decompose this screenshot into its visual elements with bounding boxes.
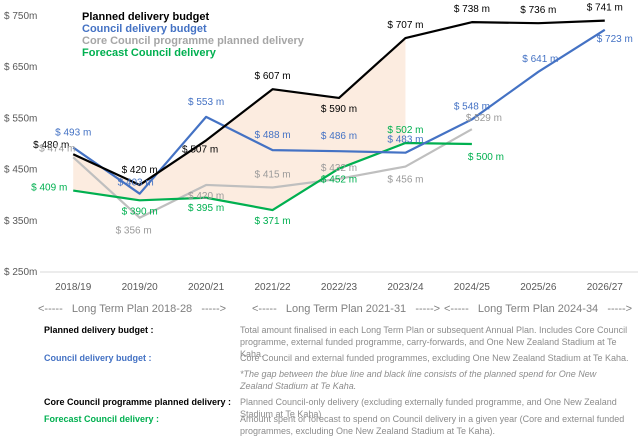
data-label-core-council-programme-planned-delivery: $ 420 m: [188, 191, 224, 202]
x-tick-label: 2025/26: [520, 282, 557, 293]
data-label-forecast-council-delivery: $ 409 m: [31, 183, 67, 194]
period-ltp-2021-31: <----- Long Term Plan 2021-31 ----->: [252, 303, 441, 315]
y-tick-label: $ 750m: [4, 11, 37, 22]
data-label-core-council-programme-planned-delivery: $ 432 m: [321, 163, 357, 174]
desc-key-planned: Planned delivery budget :: [44, 325, 154, 335]
desc-key-core: Core Council programme planned delivery …: [44, 397, 232, 407]
x-axis-ticks: 2018/19 2019/20 2020/21 2021/22 2022/23 2023/…: [55, 282, 623, 293]
data-label-council-delivery-budget: $ 641 m: [522, 54, 558, 65]
data-label-council-delivery-budget: $ 723 m: [597, 34, 633, 45]
data-label-core-council-programme-planned-delivery: $ 356 m: [116, 226, 152, 237]
x-tick-label: 2021/22: [254, 282, 291, 293]
data-label-planned-delivery-budget: $ 707 m: [387, 20, 423, 31]
series-line-core-council-programme-planned-delivery: [72, 128, 473, 219]
x-tick-label: 2020/21: [188, 282, 225, 293]
data-label-council-delivery-budget: $ 483 m: [387, 135, 423, 146]
x-tick-label: 2018/19: [55, 282, 92, 293]
data-label-core-council-programme-planned-delivery: $ 474 m: [39, 143, 75, 154]
data-label-forecast-council-delivery: $ 390 m: [122, 206, 158, 217]
y-axis-ticks: $ 250m $ 350m $ 450m $ 550m $ 650m $ 750m: [4, 11, 37, 278]
x-tick-label: 2024/25: [454, 282, 491, 293]
desc-text-council: Core Council and external funded program…: [240, 353, 629, 363]
data-label-council-delivery-budget: $ 493 m: [55, 128, 91, 139]
data-label-planned-delivery-budget: $ 738 m: [454, 4, 490, 15]
desc-text-planned: Total amount finalised in each Long Term…: [240, 325, 628, 359]
data-label-planned-delivery-budget: $ 607 m: [254, 71, 290, 82]
desc-key-forecast: Forecast Council delivery :: [44, 414, 160, 424]
data-label-council-delivery-budget: $ 488 m: [254, 130, 290, 141]
series-line-planned-delivery-budget: [72, 19, 605, 187]
y-tick-label: $ 350m: [4, 216, 37, 227]
legend-entry-council-delivery-budget: Council delivery budget: [82, 23, 207, 35]
series-line-forecast-council-delivery: [73, 141, 472, 212]
series-line-council-delivery-budget: [72, 28, 606, 195]
data-label-forecast-council-delivery: $ 371 m: [254, 216, 290, 227]
desc-note-council: *The gap between the blue line and black…: [240, 369, 597, 391]
period-ltp-2024-34: <----- Long Term Plan 2024-34 ----->: [444, 303, 633, 315]
data-label-council-delivery-budget: $ 553 m: [188, 97, 224, 108]
data-label-planned-delivery-budget: $ 507 m: [182, 144, 218, 155]
data-label-council-delivery-budget: $ 548 m: [454, 101, 490, 112]
data-label-planned-delivery-budget: $ 480 m: [33, 140, 69, 151]
data-label-council-delivery-budget: $ 403 m: [118, 178, 154, 189]
desc-key-council: Council delivery budget :: [44, 353, 152, 363]
data-label-planned-delivery-budget: $ 590 m: [321, 104, 357, 115]
data-label-forecast-council-delivery: $ 395 m: [188, 203, 224, 214]
desc-text-forecast: Amount spent or forecast to spend on Cou…: [240, 414, 625, 436]
data-label-planned-delivery-budget: $ 741 m: [587, 3, 623, 14]
shaded-gap-area: [73, 38, 406, 211]
data-label-forecast-council-delivery: $ 500 m: [468, 152, 504, 163]
legend-entry-planned-delivery-budget: Planned delivery budget: [82, 11, 209, 23]
delivery-budget-chart: $ 480 m $ 420 m $ 507 m $ 607 m $ 590 m $ 707…: [4, 3, 638, 293]
data-label-core-council-programme-planned-delivery: $ 415 m: [254, 170, 290, 181]
y-tick-label: $ 450m: [4, 165, 37, 176]
x-tick-label: 2023/24: [387, 282, 424, 293]
y-tick-label: $ 550m: [4, 113, 37, 124]
period-ltp-2018-28: <----- Long Term Plan 2018-28 ----->: [38, 303, 227, 315]
x-tick-label: 2019/20: [122, 282, 159, 293]
data-label-forecast-council-delivery: $ 452 m: [321, 175, 357, 186]
data-label-core-council-programme-planned-delivery: $ 456 m: [387, 175, 423, 186]
data-label-forecast-council-delivery: $ 502 m: [387, 125, 423, 136]
data-label-planned-delivery-budget: $ 420 m: [122, 165, 158, 176]
x-tick-label: 2022/23: [321, 282, 358, 293]
data-label-planned-delivery-budget: $ 736 m: [520, 5, 556, 16]
y-tick-label: $ 250m: [4, 267, 37, 278]
data-label-council-delivery-budget: $ 486 m: [321, 131, 357, 142]
data-label-core-council-programme-planned-delivery: $ 529 m: [466, 113, 502, 124]
legend-entry-core-council-programme-planned-delivery: Core Council programme planned delivery: [82, 35, 305, 47]
data-labels: $ 480 m $ 420 m $ 507 m $ 607 m $ 590 m $ 707…: [31, 3, 633, 237]
x-tick-label: 2026/27: [587, 282, 624, 293]
desc-text-core: Planned Council-only delivery (excluding…: [240, 397, 617, 419]
y-tick-label: $ 650m: [4, 62, 37, 73]
legend-entry-forecast-council-delivery: Forecast Council delivery: [82, 47, 217, 59]
series-lines: [72, 19, 606, 219]
